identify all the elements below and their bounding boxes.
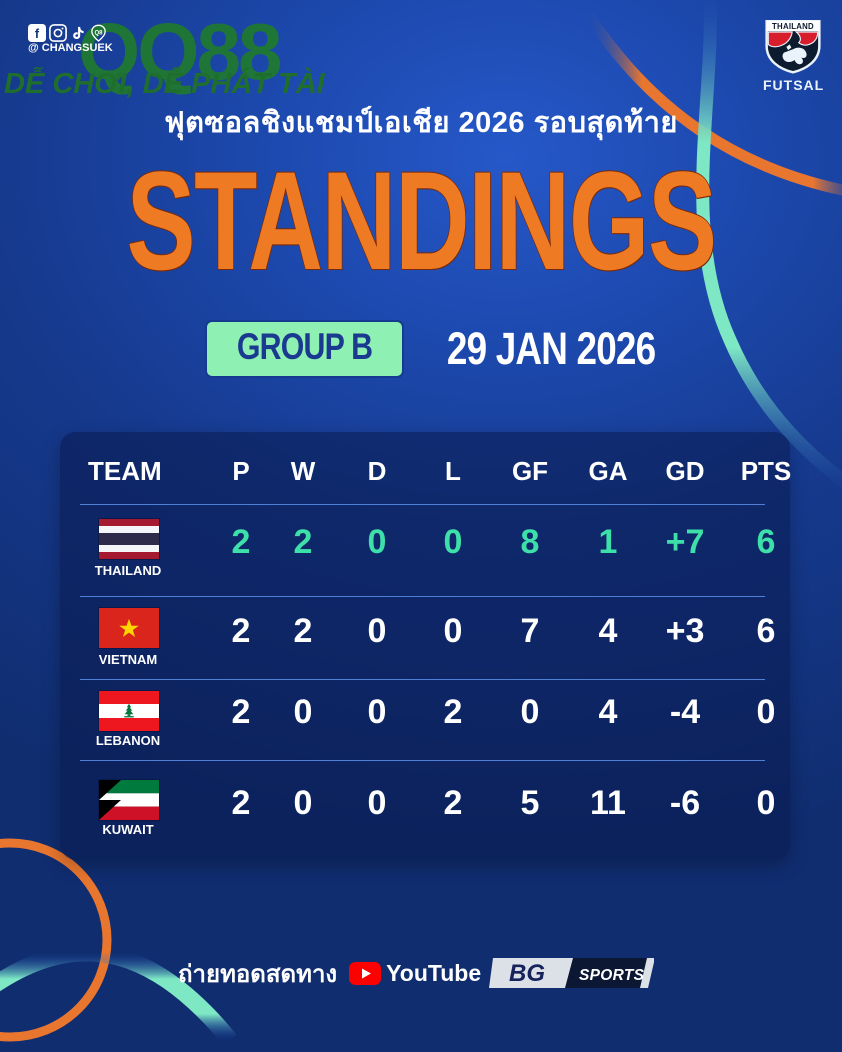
- svg-text:Q8: Q8: [94, 30, 103, 36]
- svg-text:BG: BG: [509, 960, 545, 987]
- svg-text:SPORTS: SPORTS: [579, 967, 645, 984]
- svg-text:THAILAND: THAILAND: [772, 22, 814, 31]
